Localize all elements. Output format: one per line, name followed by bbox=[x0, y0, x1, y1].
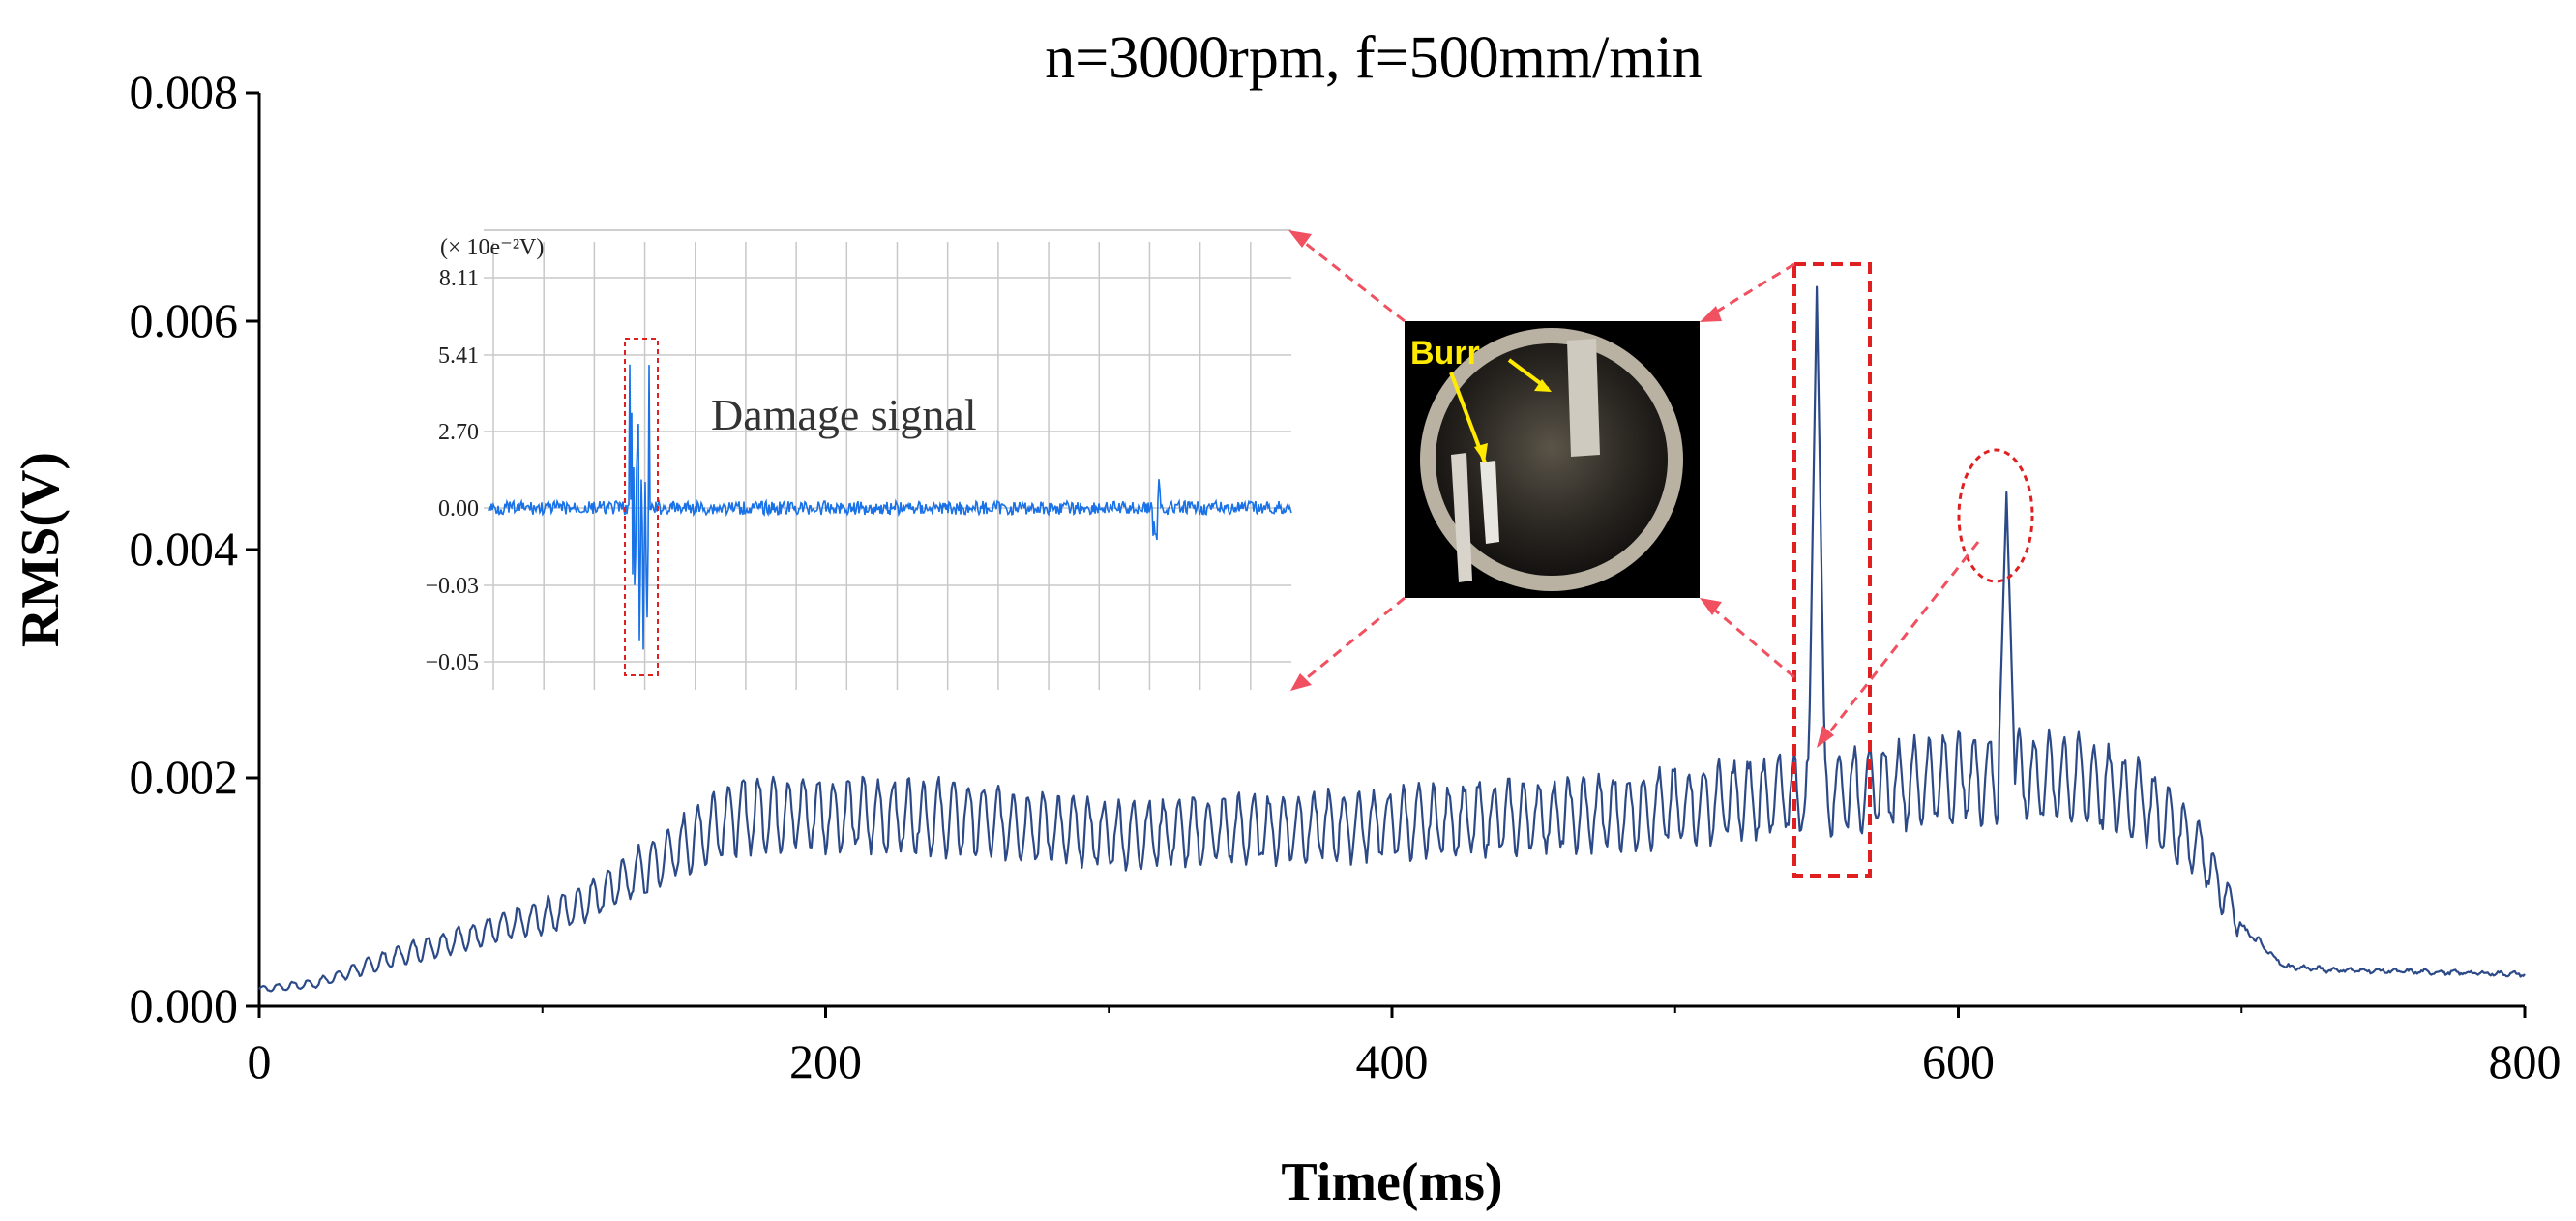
inset-burr-photo: Burr bbox=[1405, 321, 1700, 598]
burr-arrow-2-head bbox=[1534, 379, 1552, 392]
x-tick-label: 200 bbox=[789, 1034, 862, 1088]
inset-y-tick-label: −0.03 bbox=[425, 574, 479, 599]
burr-arrow-1-head bbox=[1474, 443, 1488, 462]
inset-series bbox=[488, 364, 1292, 650]
spike-highlight-box bbox=[1792, 262, 1872, 878]
x-tick-label: 800 bbox=[2489, 1034, 2561, 1088]
y-ticks: 0.000 0.002 0.004 0.006 0.008 bbox=[130, 65, 259, 1032]
inset-unit-label: (× 10e⁻²V) bbox=[440, 235, 544, 260]
burr-strip-left-2 bbox=[1480, 461, 1499, 544]
inset-y-ticks: 8.11 5.41 2.70 0.00 −0.03 −0.05 bbox=[425, 266, 479, 675]
inset-y-tick-label: −0.05 bbox=[425, 650, 479, 675]
x-axis-label: Time(ms) bbox=[1281, 1152, 1502, 1212]
y-tick-label: 0.000 bbox=[130, 978, 239, 1032]
y-tick-label: 0.004 bbox=[130, 521, 239, 576]
inset-background bbox=[484, 230, 1291, 690]
inset-damage-signal: 8.11 5.41 2.70 0.00 −0.03 −0.05 (× 10e⁻²V) Da… bbox=[425, 229, 1292, 690]
y-tick-label: 0.002 bbox=[130, 750, 239, 804]
inset-y-tick-label: 8.11 bbox=[439, 266, 479, 291]
spike-highlight-ellipse bbox=[1957, 448, 2034, 583]
burr-strip-left bbox=[1451, 453, 1472, 582]
inset-y-tick-label: 5.41 bbox=[438, 343, 479, 369]
inset-y-tick-label: 2.70 bbox=[438, 420, 479, 445]
series-rms bbox=[258, 285, 2526, 993]
x-ticks: 0 200 400 600 800 bbox=[248, 1006, 2561, 1088]
chart-title: n=3000rpm, f=500mm/min bbox=[1045, 25, 1703, 91]
inset-grid bbox=[484, 242, 1291, 690]
y-tick-label: 0.008 bbox=[130, 65, 239, 119]
connector-lines bbox=[1295, 234, 1980, 741]
x-tick-label: 400 bbox=[1356, 1034, 1429, 1088]
photo-label-burr: Burr bbox=[1410, 335, 1480, 372]
connector-arrowheads bbox=[1288, 230, 1834, 748]
y-axis-label: RMS(V) bbox=[11, 452, 71, 647]
burr-strip-right bbox=[1567, 339, 1600, 457]
x-tick-label: 0 bbox=[248, 1034, 272, 1088]
y-tick-label: 0.006 bbox=[130, 293, 239, 347]
inset-annotation: Damage signal bbox=[711, 390, 977, 439]
inset-damage-highlight bbox=[624, 338, 659, 676]
inset-y-tick-label: 0.00 bbox=[438, 496, 479, 521]
x-tick-label: 600 bbox=[1922, 1034, 1995, 1088]
